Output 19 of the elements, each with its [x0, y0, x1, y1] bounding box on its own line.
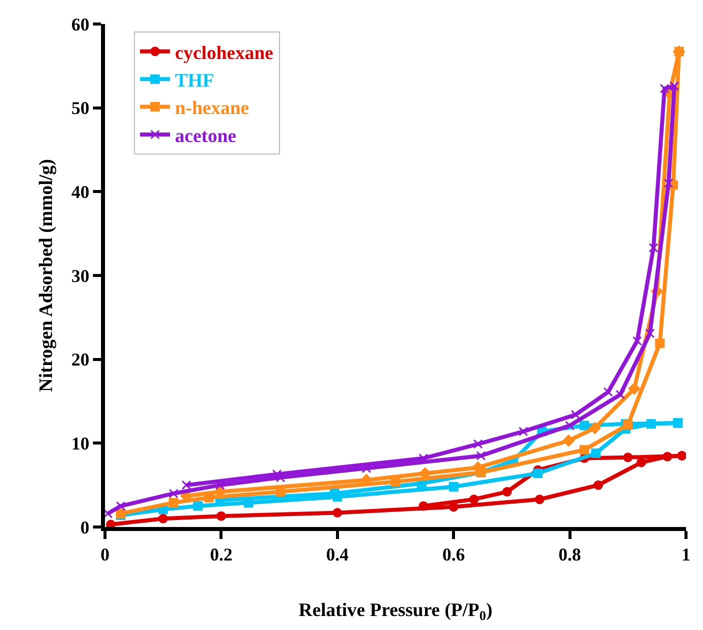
y-tick-label: 10: [71, 433, 90, 454]
y-tick-label: 50: [71, 98, 90, 118]
y-tick-label: 40: [71, 182, 90, 202]
y-tick-label: 30: [71, 266, 90, 286]
legend-label: THF: [175, 70, 214, 92]
x-axis-title: Relative Pressure (P/P$_{0}$): [298, 600, 492, 623]
legend-label: acetone: [175, 126, 236, 147]
x-tick-label: 0.2: [210, 544, 232, 565]
y-tick-label: 20: [71, 350, 90, 370]
x-tick-label: 0.6: [442, 544, 465, 565]
y-tick-label: 0: [80, 517, 90, 538]
y-axis-title: Nitrogen Adsorbed (mmol/g): [36, 159, 57, 392]
x-tick-label: 0.8: [558, 544, 582, 565]
y-tick-label: 60: [71, 14, 90, 34]
legend-label: n-hexane: [175, 98, 249, 120]
x-tick-label: 0: [100, 544, 110, 565]
legend-label: cyclohexane: [175, 42, 274, 64]
x-tick-label: 0.4: [326, 544, 349, 565]
x-tick-label: 1: [682, 544, 690, 565]
